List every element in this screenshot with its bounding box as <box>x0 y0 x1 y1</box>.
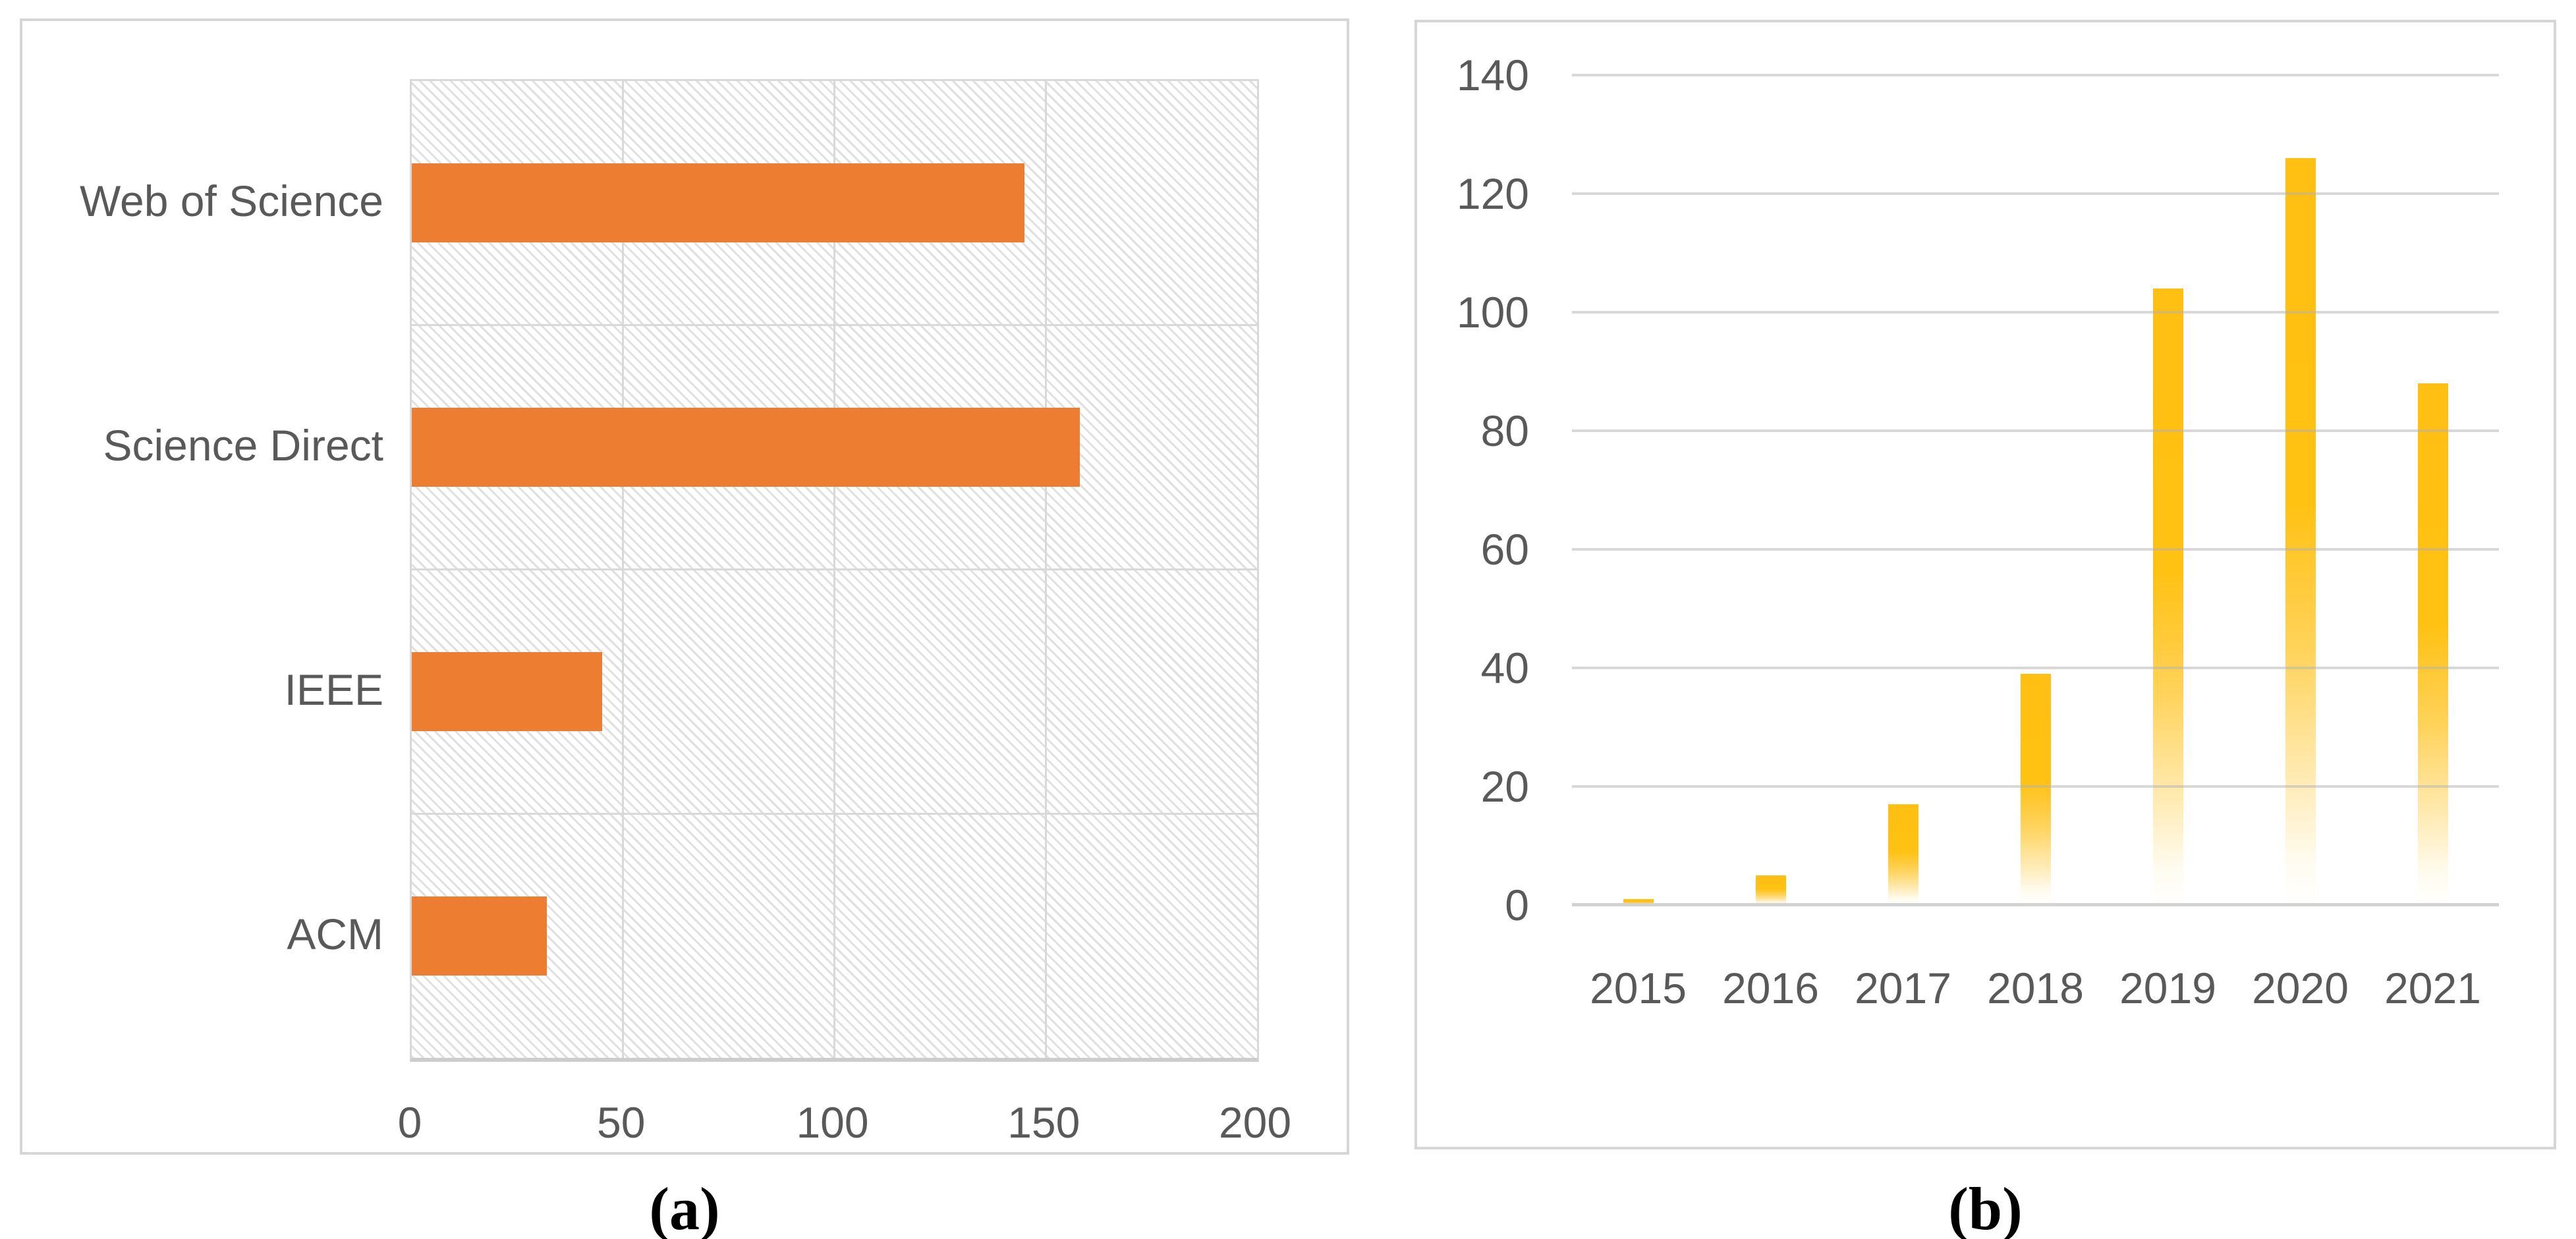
caption-a: (a) <box>649 1175 720 1239</box>
y-tick-label-120: 120 <box>1456 169 1529 218</box>
bar-2017 <box>1888 804 1918 905</box>
gridline-y-140 <box>1572 74 2499 76</box>
gridline-band-3 <box>412 812 1257 815</box>
y-tick-label-100: 100 <box>1456 288 1529 337</box>
gridline-y-40 <box>1572 667 2499 669</box>
bar-web-of-science <box>412 163 1025 243</box>
gridline-y-120 <box>1572 192 2499 195</box>
category-label-ieee: IEEE <box>284 665 383 714</box>
category-label-science-direct: Science Direct <box>103 421 384 470</box>
bar-science-direct <box>412 408 1080 487</box>
x-tick-label-100: 100 <box>796 1098 869 1147</box>
chart-b-baseline <box>1572 903 2499 906</box>
category-label-web-of-science: Web of Science <box>79 177 383 226</box>
x-tick-label-0: 0 <box>397 1098 422 1147</box>
bar-acm <box>412 896 547 976</box>
y-tick-label-0: 0 <box>1505 881 1529 929</box>
x-tick-label-50: 50 <box>597 1098 646 1147</box>
gridline-y-100 <box>1572 311 2499 314</box>
x-tick-label-200: 200 <box>1218 1098 1292 1147</box>
chart-b-plot-area <box>1572 74 2499 906</box>
category-label-acm: ACM <box>287 909 383 958</box>
x-tick-label-2019: 2019 <box>2119 964 2216 1012</box>
bar-ieee <box>412 651 602 731</box>
bar-2016 <box>1755 875 1786 905</box>
x-tick-label-2020: 2020 <box>2252 964 2349 1012</box>
x-tick-label-2018: 2018 <box>1987 964 2084 1012</box>
gridline-band-2 <box>412 568 1257 570</box>
y-tick-label-80: 80 <box>1480 406 1529 455</box>
x-tick-label-150: 150 <box>1007 1098 1080 1147</box>
bar-2021 <box>2417 383 2448 905</box>
x-tick-label-2015: 2015 <box>1590 964 1687 1012</box>
x-tick-label-2021: 2021 <box>2384 964 2481 1012</box>
gridline-y-20 <box>1572 785 2499 788</box>
gridline-band-1 <box>412 324 1257 327</box>
y-tick-label-20: 20 <box>1480 762 1529 811</box>
gridline-y-60 <box>1572 548 2499 551</box>
y-tick-label-140: 140 <box>1456 51 1529 99</box>
bar-2018 <box>2020 674 2051 905</box>
panel-a: Web of Science Science Direct IEEE ACM 0 50 10… <box>20 18 1349 1155</box>
y-tick-label-60: 60 <box>1480 525 1529 574</box>
chart-a-plot-area <box>410 79 1259 1062</box>
caption-b: (b) <box>1948 1175 2023 1239</box>
x-tick-label-2016: 2016 <box>1722 964 1819 1012</box>
bar-2015 <box>1623 899 1654 905</box>
y-tick-label-40: 40 <box>1480 644 1529 692</box>
bar-2020 <box>2285 158 2316 905</box>
panel-b: 0 20 40 60 80 100 120 140 2015 2016 2017 2018 2019 20… <box>1414 20 2556 1149</box>
x-tick-label-2017: 2017 <box>1855 964 1951 1012</box>
bar-2019 <box>2152 289 2183 905</box>
gridline-y-80 <box>1572 429 2499 432</box>
